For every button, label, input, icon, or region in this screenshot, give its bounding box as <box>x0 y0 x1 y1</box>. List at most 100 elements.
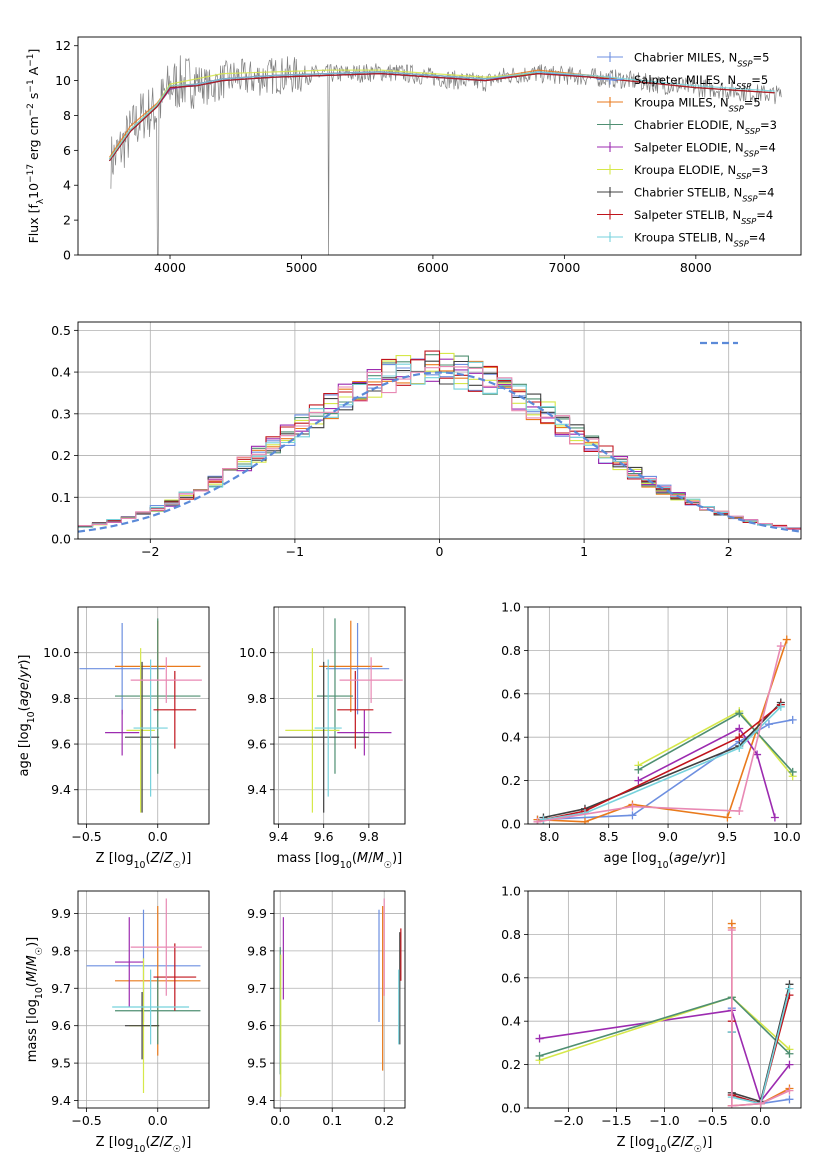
x-tick-label: 9.0 <box>658 829 678 844</box>
weight-point <box>764 720 773 729</box>
y-tick-label: 0.0 <box>51 532 71 547</box>
y-tick-label: 4 <box>63 178 71 193</box>
axes-frame <box>527 606 802 825</box>
y-tick-label: 0.2 <box>501 773 521 788</box>
y-axis-label: Flux [fλ10−17 erg cm−2 s−1 A−1] <box>26 49 46 244</box>
x-tick-label: 2 <box>725 544 733 559</box>
panel-weight-vs-z: −2.0 −1.5 −1.0 −0.5 0.0 0.0 0.2 0.4 0.6 0.8 1.0 Z [… <box>501 884 802 1155</box>
y-tick-label: 0.4 <box>51 365 71 380</box>
legend-label: Salpeter ELODIE, NSSP=4 <box>634 141 776 159</box>
y-axis-label: age [log10(age/yr)] <box>17 654 37 776</box>
x-tick-label: 0.0 <box>148 829 168 844</box>
legend-label: Chabrier MILES, NSSP=5 <box>634 51 769 69</box>
y-tick-label: 10.0 <box>43 645 71 660</box>
x-tick-label: −2 <box>141 544 159 559</box>
axes-frame <box>273 890 406 1109</box>
y-tick-label: 0.8 <box>501 927 521 942</box>
y-tick-label: 9.6 <box>247 737 267 752</box>
axes-frame <box>273 606 406 825</box>
y-tick-label: 9.4 <box>51 782 71 797</box>
weight-point <box>785 984 794 993</box>
x-tick-label: −1.0 <box>649 1113 679 1128</box>
y-tick-label: 9.8 <box>247 943 267 958</box>
plot-area <box>535 919 794 1108</box>
weight-point <box>535 1034 544 1043</box>
axes-frame <box>77 321 802 540</box>
y-tick-label: 0.2 <box>501 1057 521 1072</box>
weight-point <box>788 715 797 724</box>
weight-line <box>537 645 782 823</box>
x-tick-label: −2.0 <box>553 1113 583 1128</box>
weight-point <box>628 802 637 811</box>
x-tick-label: 0 <box>436 544 444 559</box>
x-axis-label: Z [log10(Z/Z☉)] <box>96 851 192 871</box>
observed-spectrum-line <box>110 55 782 255</box>
y-tick-label: 9.7 <box>247 981 267 996</box>
y-tick-label: 9.7 <box>51 981 71 996</box>
weight-point <box>735 733 744 742</box>
axes-frame <box>77 606 210 825</box>
plot-area <box>533 635 797 824</box>
weight-point <box>782 635 791 644</box>
x-tick-label: 7000 <box>548 260 580 275</box>
weight-line <box>543 703 782 821</box>
y-tick-label: 9.9 <box>51 906 71 921</box>
y-tick-label: 9.8 <box>247 691 267 706</box>
y-tick-label: 9.6 <box>51 737 71 752</box>
y-tick-label: 0.2 <box>51 448 71 463</box>
x-tick-label: −0.5 <box>71 829 101 844</box>
weight-point <box>735 806 744 815</box>
x-tick-label: 8000 <box>680 260 712 275</box>
x-tick-label: −1.5 <box>601 1113 631 1128</box>
weight-point <box>785 1095 794 1104</box>
y-tick-label: 9.6 <box>247 1018 267 1033</box>
y-tick-label: 10.0 <box>239 645 267 660</box>
x-tick-label: 0.0 <box>148 1113 168 1128</box>
y-tick-label: 2 <box>63 213 71 228</box>
plot-area <box>109 55 782 255</box>
y-tick-label: 0.5 <box>51 323 71 338</box>
y-tick-label: 9.8 <box>51 943 71 958</box>
x-tick-label: 0.0 <box>270 1113 290 1128</box>
panel-weight-vs-age: 8.0 8.5 9.0 9.5 10.0 0.0 0.2 0.4 0.6 0.8 1.0 age [l… <box>501 600 802 871</box>
weight-point <box>727 926 736 935</box>
weight-point <box>788 767 797 776</box>
x-tick-label: −0.5 <box>71 1113 101 1128</box>
y-tick-label: 6 <box>63 143 71 158</box>
x-tick-label: 8.0 <box>539 829 559 844</box>
legend-label: Kroupa MILES, NSSP=5 <box>634 96 761 114</box>
y-tick-label: 0.6 <box>501 686 521 701</box>
x-tick-label: 8.5 <box>599 829 619 844</box>
weight-point <box>735 709 744 718</box>
model-line <box>109 69 539 160</box>
x-tick-label: 0.1 <box>322 1113 342 1128</box>
x-tick-label: 6000 <box>417 260 449 275</box>
weight-point <box>535 1051 544 1060</box>
weight-point <box>785 1049 794 1058</box>
axes-frame <box>77 890 210 1109</box>
y-tick-label: 9.5 <box>247 1056 267 1071</box>
x-tick-label: 0.2 <box>374 1113 394 1128</box>
model-line <box>109 71 775 160</box>
y-tick-label: 0.0 <box>501 817 521 832</box>
plot-area <box>79 618 202 813</box>
y-tick-label: 1.0 <box>501 884 521 899</box>
x-tick-label: 1 <box>580 544 588 559</box>
weight-point <box>628 811 637 820</box>
y-tick-label: 0.8 <box>501 643 521 658</box>
y-tick-label: 0.4 <box>501 730 521 745</box>
weight-point <box>735 744 744 753</box>
panel-age-vs-z: −0.5 0.0 9.4 9.6 9.8 10.0 Z [log10(Z/Z☉)] age [… <box>17 606 210 871</box>
legend-label: Salpeter MILES, NSSP=5 <box>634 73 768 91</box>
weight-point <box>776 702 785 711</box>
legend-label: Salpeter STELIB, NSSP=4 <box>634 208 773 226</box>
y-tick-label: 9.4 <box>247 1093 267 1108</box>
weight-point <box>770 813 779 822</box>
weight-line <box>638 727 776 818</box>
y-tick-label: 8 <box>63 108 71 123</box>
weight-point <box>753 750 762 759</box>
y-tick-label: 0.0 <box>501 1101 521 1116</box>
weight-point <box>776 642 785 651</box>
panel-mass-vs-ebv: 0.0 0.1 0.2 9.4 9.5 9.6 9.7 9.8 9.9 <box>247 890 406 1128</box>
